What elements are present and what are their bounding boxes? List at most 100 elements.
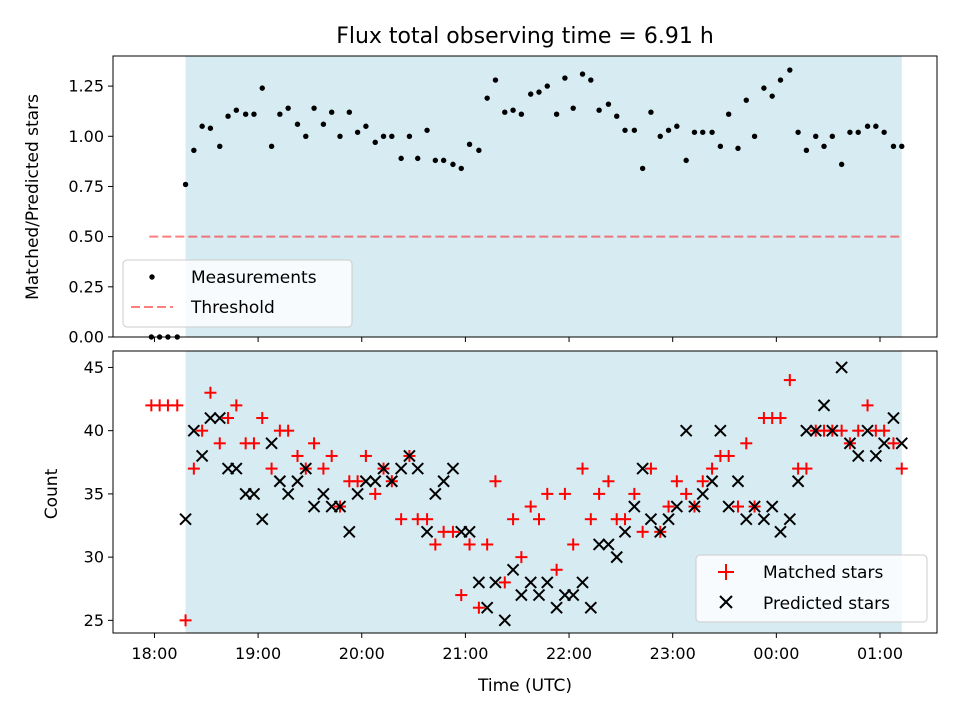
predicted-stars-point [809,424,822,437]
predicted-stars-point [869,449,883,463]
legend-predicted-marker [719,595,733,609]
measurements-point [769,93,775,99]
bottom-y-axis-label: Count [42,468,62,519]
measurements-point [328,109,335,115]
measurements-point [709,129,715,135]
predicted-stars-point [256,512,269,526]
predicted-stars-point [480,601,494,614]
figure-title: Flux total observing time = 6.91 h [336,24,714,49]
matched-stars-point [895,462,908,475]
predicted-stars-point [835,361,848,374]
matched-stars-point [852,424,865,437]
measurements-point [492,77,499,83]
legend-matched-label: Matched stars [763,563,883,583]
measurements-point [372,139,378,146]
x-tick-label: 21:00 [442,644,488,663]
matched-stars-point [584,513,597,526]
predicted-stars-point [670,500,684,513]
measurements-point [536,89,542,95]
predicted-stars-point [740,512,753,526]
legend-measurements-label: Measurements [191,268,317,288]
matched-stars-point [628,487,641,500]
measurements-point [303,133,309,139]
predicted-stars-point [247,487,261,501]
matched-stars-point [247,437,260,450]
matched-stars-point [446,525,459,538]
measurements-point [363,123,369,129]
predicted-stars-point [317,487,330,501]
measurements-point [717,143,724,150]
measurements-point [761,85,767,91]
measurements-point [528,91,534,97]
measurements-point [484,95,490,101]
measurements-point [502,109,508,115]
predicted-stars-point [550,601,563,614]
measurements-point [233,107,240,113]
predicted-stars-point [654,525,667,539]
measurements-point [182,181,189,188]
legend-threshold-label: Threshold [190,298,275,318]
matched-stars-point [662,500,675,513]
matched-stars-point [576,462,589,475]
matched-stars-point [550,563,563,576]
predicted-stars-point [394,462,408,475]
legend-matched-marker [718,564,734,580]
predicted-stars-point [826,424,839,437]
predicted-stars-point [437,475,450,488]
predicted-stars-point [420,525,434,539]
measurements-point [432,157,439,164]
predicted-stars-point [791,475,805,488]
measurements-point [813,133,819,139]
measurements-point [648,109,654,115]
predicted-stars-point [187,424,201,437]
measurements-point [795,129,801,135]
predicted-stars-point [213,411,226,425]
y-tick-label: 35 [84,484,104,503]
predicted-stars-point [299,462,312,475]
y-tick-label: 1.00 [68,127,104,146]
predicted-stars-point [843,437,857,450]
measurements-point [242,111,249,117]
measurements-point [787,67,793,73]
predicted-stars-point [714,424,727,437]
measurements-point [639,165,646,172]
matched-stars-point [636,525,649,538]
y-tick-label: 0.00 [68,328,104,347]
legend-measurements-marker [149,274,155,280]
predicted-stars-point [351,487,364,501]
measurements-point [562,75,568,81]
matched-stars-point [861,399,874,412]
predicted-stars-point [446,462,460,475]
top-y-axis-label: Matched/Predicted stars [23,94,43,300]
predicted-stars-point [765,500,779,513]
measurements-point [458,165,464,172]
y-tick-label: 30 [84,548,104,567]
matched-stars-point [472,601,485,614]
y-tick-label: 0.25 [68,277,104,296]
x-axis-label: Time (UTC) [477,676,572,696]
matched-stars-point [558,487,571,500]
measurements-point [622,127,628,133]
matched-stars-point [282,424,295,437]
predicted-stars-point [731,475,745,488]
measurements-point [881,129,887,135]
matched-stars-point [507,513,520,526]
matched-stars-point [359,449,372,462]
measurements-point [873,123,879,129]
predicted-stars-point [566,588,580,602]
measurements-point [380,133,387,139]
predicted-stars-point [524,576,537,589]
bottom-legend-box [695,554,928,623]
measurements-point [268,143,275,150]
predicted-stars-point [489,576,502,589]
predicted-stars-point [472,576,486,589]
measurements-point [605,101,612,107]
predicted-stars-point [602,538,615,551]
measurements-point [476,147,482,154]
matched-stars-point [524,500,537,513]
measurements-point [821,143,827,150]
predicted-stars-point [696,487,709,501]
predicted-stars-point [644,512,658,526]
predicted-stars-point [783,512,797,526]
matched-stars-point [498,576,511,589]
